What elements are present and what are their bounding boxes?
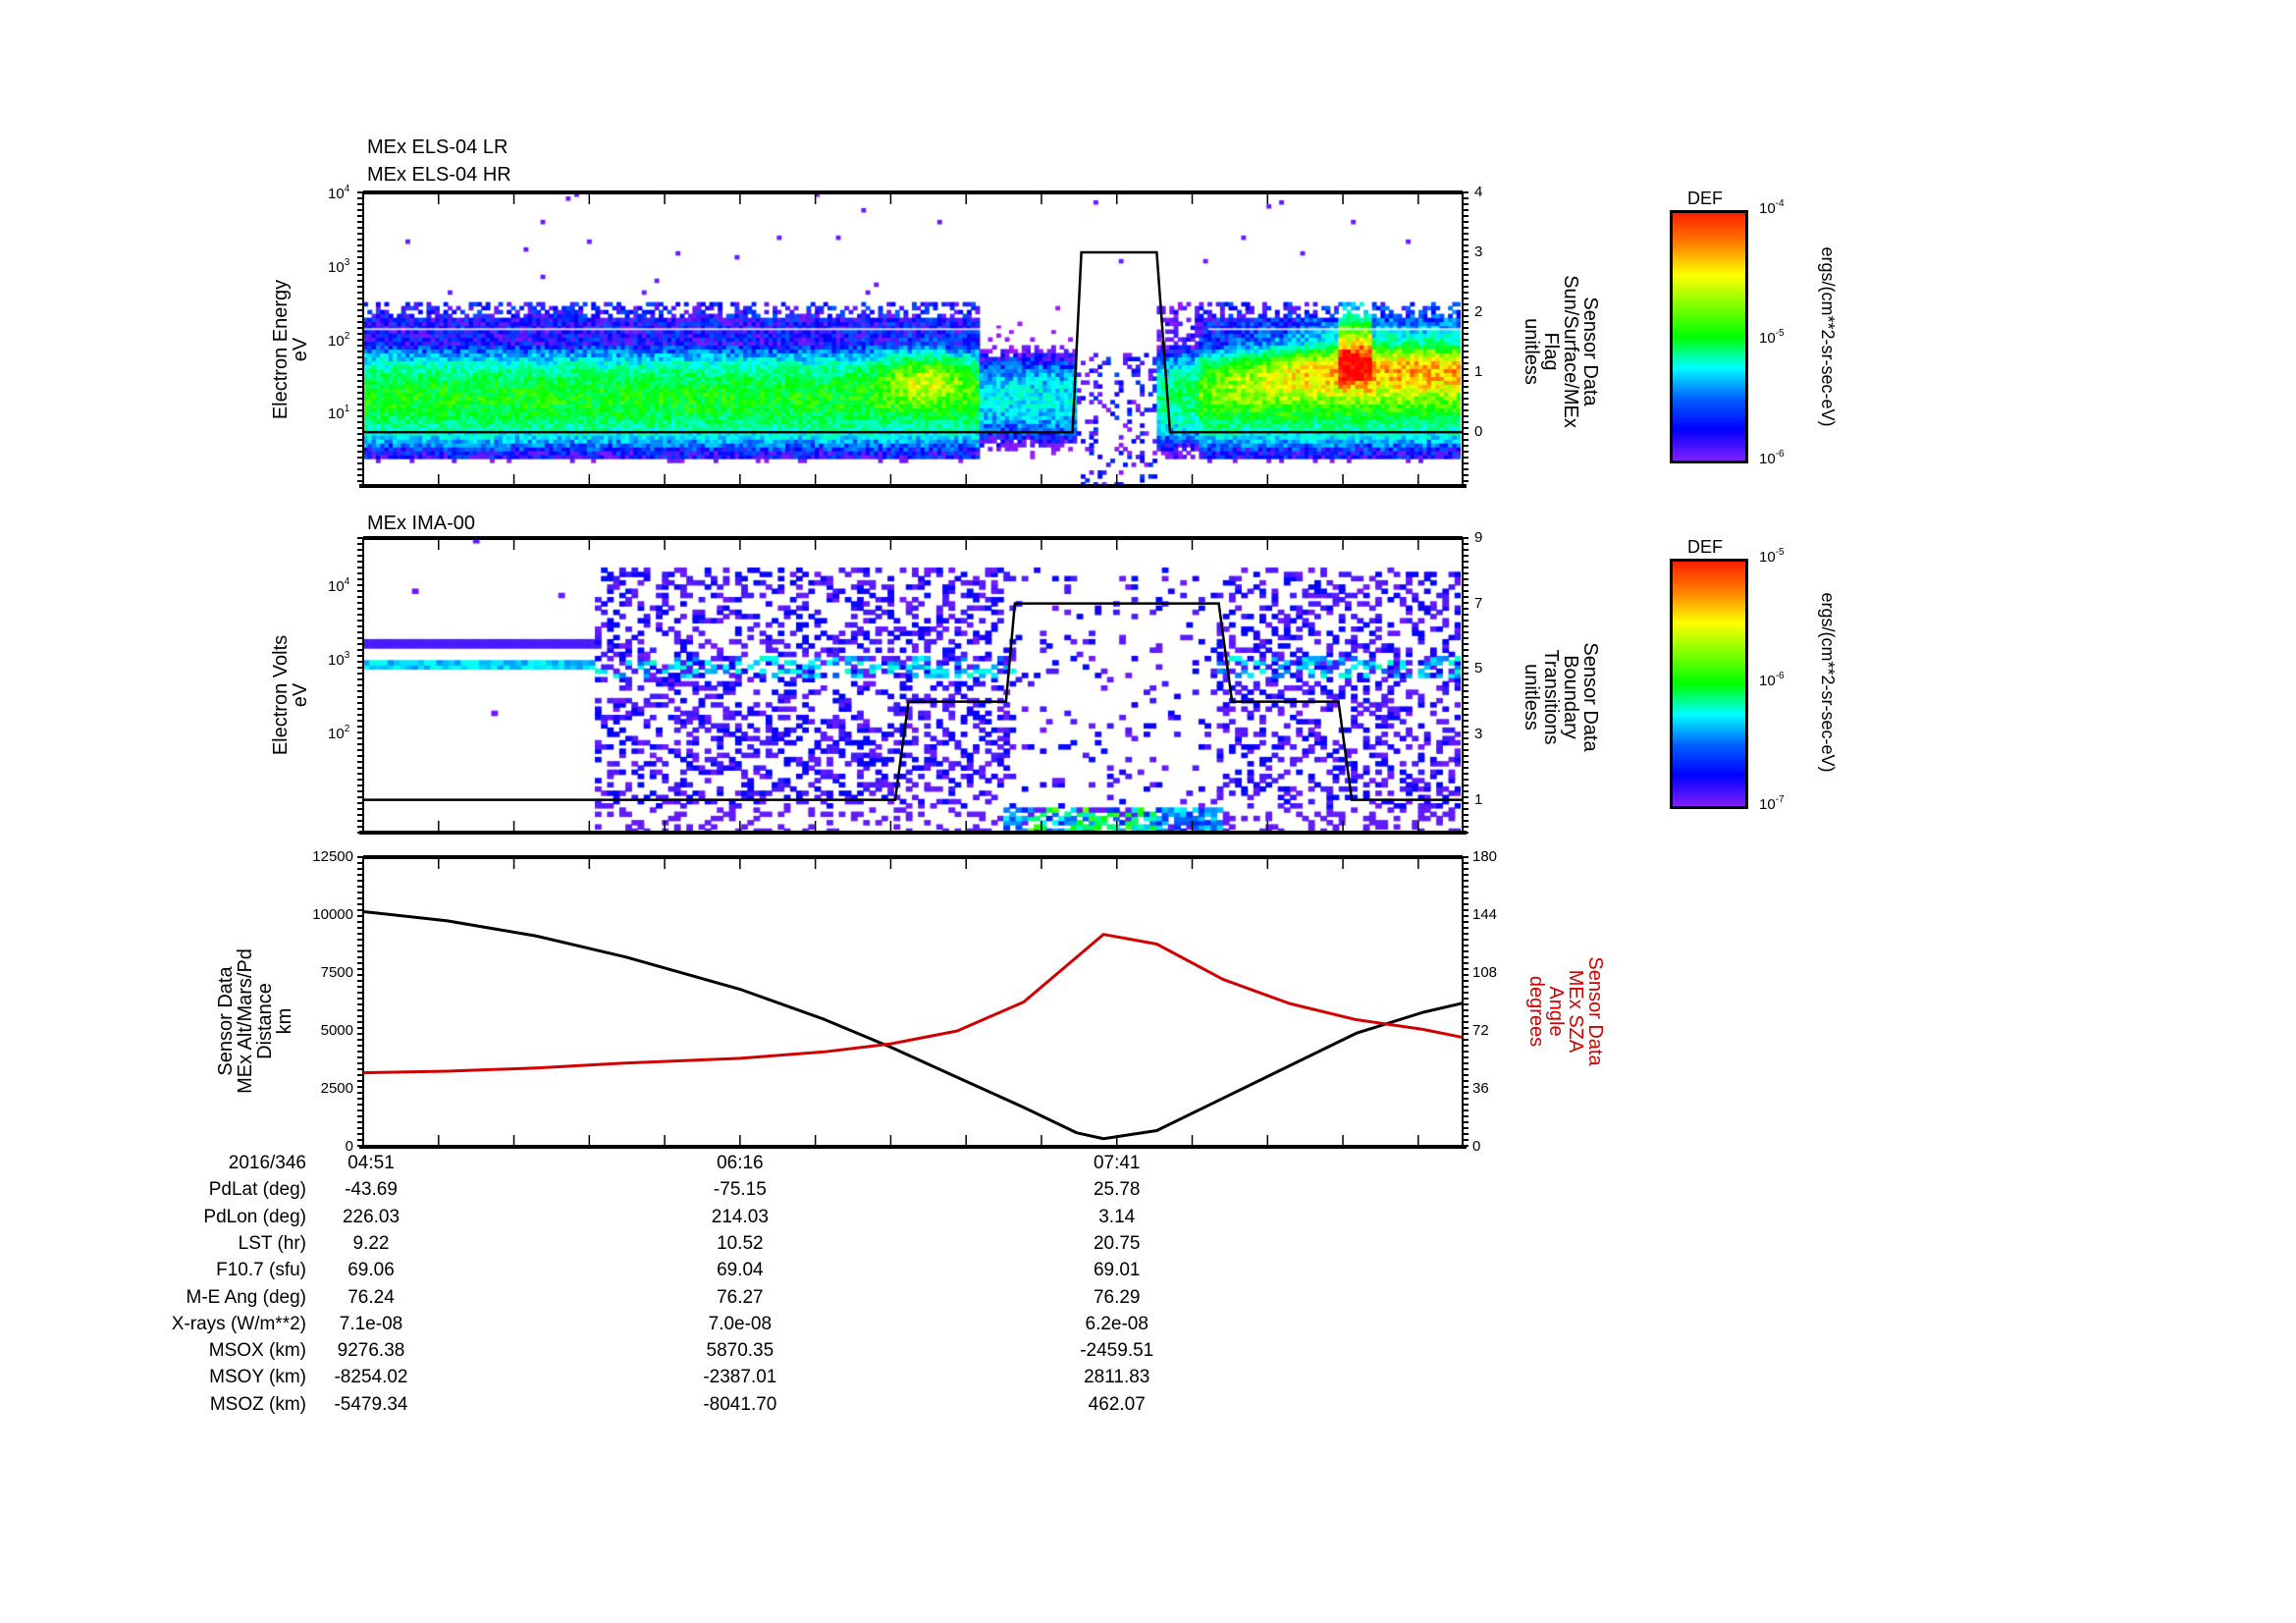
ima-ytick-label: 103 (328, 650, 350, 669)
table-cell: -75.15 (713, 1179, 767, 1201)
table-cell: -2459.51 (1080, 1340, 1154, 1362)
els-title-lr: MEx ELS-04 LR (367, 136, 508, 158)
els-y2tick-label: 3 (1474, 243, 1483, 261)
ima-y2tick-label: 7 (1474, 594, 1483, 612)
alt-ytick-label: 10000 (312, 906, 353, 923)
sun-surface-flag-line (363, 250, 1463, 434)
table-cell: 7.1e-08 (339, 1313, 403, 1334)
els-y2tick-label: 2 (1474, 303, 1483, 321)
alt-ytick-label: 12500 (312, 848, 353, 865)
altitude-line (362, 909, 1464, 1141)
els-y2tick-label: 0 (1474, 423, 1483, 441)
ima-y2tick-label: 9 (1474, 529, 1483, 546)
table-cell: -2387.01 (703, 1367, 777, 1388)
ima-colorbar-title: DEF (1687, 537, 1723, 557)
table-cell: 9.22 (352, 1232, 390, 1254)
panel-frame (362, 537, 1464, 834)
table-cell: 2811.83 (1084, 1367, 1150, 1388)
table-cell: 20.75 (1093, 1232, 1141, 1254)
table-cell: 5870.35 (706, 1340, 774, 1362)
sza-ytick-label: 72 (1472, 1022, 1489, 1039)
ima-y2tick-label: 3 (1474, 726, 1483, 742)
table-cell: 69.01 (1093, 1260, 1141, 1281)
table-row-label: MSOX (km) (208, 1340, 306, 1362)
table-cell: 214.03 (711, 1206, 769, 1227)
table-cell: 76.24 (347, 1286, 395, 1308)
table-cell: 9276.38 (337, 1340, 405, 1362)
panel-frame (362, 191, 1464, 487)
ima-y2tick-label: 1 (1474, 790, 1483, 808)
table-cell: 04:51 (347, 1153, 395, 1173)
table-cell: 7.0e-08 (708, 1313, 773, 1334)
sza-ytick-label: 108 (1472, 964, 1498, 981)
panel-frame (362, 856, 1464, 1148)
table-row-label: 2016/346 (228, 1153, 306, 1173)
table-cell: 69.04 (717, 1260, 764, 1281)
ima-colorbar-bottom-tick: 10-7 (1759, 794, 1785, 813)
els-ytick-label: 103 (328, 256, 350, 276)
ima-colorbar-top-tick: 10-5 (1759, 547, 1785, 566)
sza-ytick-label: 0 (1472, 1138, 1481, 1155)
table-cell: -43.69 (345, 1179, 398, 1201)
table-cell: 226.03 (342, 1206, 400, 1227)
table-row-label: X-rays (W/m**2) (171, 1313, 306, 1334)
alt-ytick-label: 0 (345, 1138, 353, 1155)
table-cell: -8254.02 (334, 1367, 408, 1388)
ima-title: MEx IMA-00 (367, 513, 476, 534)
els-y2tick-label: 4 (1474, 184, 1483, 200)
alt-ytick-label: 5000 (320, 1022, 353, 1039)
els-ytick-label: 104 (328, 184, 350, 202)
sza-line (362, 933, 1464, 1075)
table-row-label: MSOY (km) (209, 1367, 306, 1388)
ima-colorbar (1670, 559, 1748, 809)
sza-ytick-label: 180 (1472, 848, 1498, 865)
table-cell: 6.2e-08 (1085, 1313, 1148, 1334)
table-cell: -5479.34 (334, 1393, 408, 1415)
els-y2tick-label: 1 (1474, 363, 1483, 381)
table-row-label: M-E Ang (deg) (186, 1286, 307, 1308)
els-colorbar-top-tick: 10-4 (1759, 198, 1785, 217)
els-colorbar-mid-tick: 10-5 (1759, 328, 1785, 347)
table-cell: -8041.70 (703, 1393, 777, 1415)
table-cell: 462.07 (1088, 1393, 1146, 1415)
els-colorbar (1670, 210, 1748, 463)
table-row-label: PdLon (deg) (203, 1206, 306, 1227)
table-cell: 69.06 (347, 1260, 395, 1281)
alt-ytick-label: 7500 (320, 964, 353, 981)
ima-ytick-label: 102 (328, 724, 350, 742)
table-row-label: F10.7 (sfu) (216, 1260, 306, 1281)
table-cell: 76.27 (717, 1286, 764, 1308)
table-cell: 3.14 (1098, 1206, 1136, 1227)
sza-ytick-label: 36 (1472, 1080, 1489, 1097)
table-cell: 06:16 (717, 1153, 764, 1173)
els-spectrogram (363, 192, 1461, 486)
els-colorbar-title: DEF (1687, 189, 1723, 208)
ima-y2tick-label: 5 (1474, 660, 1483, 677)
els-title-hr: MEx ELS-04 HR (367, 164, 511, 186)
ima-ytick-label: 104 (328, 576, 350, 595)
table-cell: 10.52 (717, 1232, 764, 1254)
table-cell: 76.29 (1093, 1286, 1141, 1308)
table-cell: 07:41 (1093, 1153, 1141, 1173)
table-cell: 25.78 (1093, 1179, 1141, 1201)
alt-ytick-label: 2500 (320, 1080, 353, 1097)
els-ytick-label: 101 (328, 404, 350, 423)
boundary-transitions-line (363, 602, 1463, 801)
els-colorbar-bottom-tick: 10-6 (1759, 449, 1785, 467)
ima-colorbar-mid-tick: 10-6 (1759, 671, 1785, 689)
sza-ytick-label: 144 (1472, 906, 1498, 923)
ima-spectrogram (363, 538, 1461, 833)
table-row-label: MSOZ (km) (209, 1393, 306, 1415)
table-row-label: LST (hr) (238, 1232, 306, 1254)
table-row-label: PdLat (deg) (208, 1179, 306, 1201)
els-ytick-label: 102 (328, 330, 350, 350)
